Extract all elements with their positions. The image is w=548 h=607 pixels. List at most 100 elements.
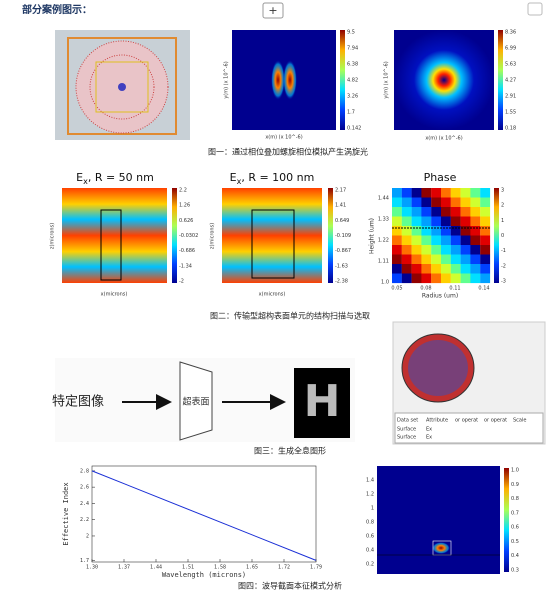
phase-cell <box>441 235 451 246</box>
colorbar <box>340 30 345 130</box>
phase-cell <box>441 254 451 265</box>
colorbar-label: -3 <box>501 279 506 285</box>
phase-cell <box>480 235 491 246</box>
colorbar-label: 0.18 <box>505 126 516 132</box>
metasurface-label: 超表面 <box>182 396 209 408</box>
table-cell: Surface <box>397 427 416 433</box>
x-tick-label: 0.11 <box>449 286 460 292</box>
phase-cell <box>431 273 442 284</box>
phase-cell <box>421 273 432 284</box>
x-tick-label: 1.51 <box>182 565 194 571</box>
colorbar-label: 0.6 <box>511 525 519 531</box>
mode-map <box>377 466 500 574</box>
outer-square <box>67 37 177 135</box>
phase-cell <box>441 226 451 236</box>
phase-cell <box>392 207 402 217</box>
table-cell: Surface <box>397 435 416 441</box>
x-tick-label: 1.30 <box>86 565 98 571</box>
phase-cell <box>460 188 471 198</box>
colorbar-label: 2.2 <box>179 188 187 194</box>
colorbar-label: 0.8 <box>511 496 519 502</box>
phase-cell <box>421 235 432 246</box>
phase-cell <box>421 188 432 198</box>
phase-cell <box>401 264 412 274</box>
colorbar-label: 0.4 <box>511 553 519 559</box>
table-header: or operat <box>455 418 478 424</box>
colorbar-label: 1.0 <box>511 468 519 474</box>
phase-cell <box>480 226 491 236</box>
colorbar-label: 0.626 <box>179 218 193 224</box>
phase-cell <box>480 207 491 217</box>
table-cell: Ex <box>426 435 432 441</box>
metasurface-panel <box>179 361 213 441</box>
phase-cell <box>470 197 481 208</box>
y-tick-label: 2.4 <box>80 501 89 507</box>
phase-cell <box>411 273 422 284</box>
phase-cell <box>421 197 432 208</box>
phase-cell <box>401 273 412 284</box>
colorbar-label: -2.38 <box>335 279 348 285</box>
y-axis-label: Effective Index <box>62 482 70 545</box>
phase-cell <box>470 235 481 246</box>
x-tick-label: 1.72 <box>278 565 290 571</box>
phase-cell <box>441 216 451 227</box>
phase-cell <box>411 188 422 198</box>
phase-cell <box>480 254 491 265</box>
phase-cell <box>441 273 451 284</box>
colorbar-label: 6.99 <box>505 46 516 52</box>
table-cell: Ex <box>426 427 432 433</box>
phase-cell <box>431 254 442 265</box>
x-tick-label: 0.14 <box>478 286 489 292</box>
phase-cell <box>441 245 451 255</box>
phase-cell <box>411 197 422 208</box>
caption: 图一：通过相位叠加螺旋相位模拟产生涡旋光 <box>208 147 368 157</box>
colorbar-label: 2 <box>501 203 504 209</box>
phase-cell <box>392 273 402 284</box>
colorbar-label: 5.63 <box>505 62 516 68</box>
colorbar-label: 0.5 <box>511 539 519 545</box>
colorbar-label: 3.26 <box>347 94 358 100</box>
colorbar-label: -1.34 <box>179 263 192 269</box>
phase-cell <box>411 216 422 227</box>
y-tick-label: 0.8 <box>366 520 374 526</box>
phase-cell <box>460 273 471 284</box>
add-button[interactable] <box>262 2 284 19</box>
colorbar-label: 4.27 <box>505 78 516 84</box>
y-tick-label: 2.2 <box>80 517 89 523</box>
caption: 图二：传输型超构表面单元的结构扫描与选取 <box>210 311 370 321</box>
colorbar-label: 1.55 <box>505 110 516 116</box>
y-tick-label: 2.8 <box>80 468 89 474</box>
x-label: x(m) (x 10^-6) <box>425 136 462 142</box>
x-label: x(m) (x 10^-6) <box>265 135 302 141</box>
colorbar-label: 8.36 <box>505 30 516 36</box>
expand-icon[interactable] <box>527 2 543 16</box>
phase-cell <box>411 245 422 255</box>
colorbar <box>504 468 509 572</box>
inner-square <box>95 61 149 113</box>
colorbar-label: 0.649 <box>335 218 349 224</box>
colorbar-label: -0.686 <box>179 248 195 254</box>
x-tick-label: 1.37 <box>118 565 130 571</box>
table-header: Scale <box>513 418 526 424</box>
phase-cell <box>421 207 432 217</box>
phase-cell <box>450 197 461 208</box>
lobe <box>283 60 297 100</box>
phase-cell <box>450 245 461 255</box>
y-label: Height (um) <box>369 218 376 254</box>
phase-cell <box>401 226 412 236</box>
phase-cell <box>470 245 481 255</box>
phase-cell <box>392 226 402 236</box>
phase-cell <box>401 216 412 227</box>
phase-cell <box>480 216 491 227</box>
phase-cell <box>450 235 461 246</box>
phase-cell <box>470 207 481 217</box>
phase-cell <box>392 264 402 274</box>
y-label: z(microns) <box>50 223 56 249</box>
phase-cell <box>460 264 471 274</box>
pillar <box>251 209 295 279</box>
phase-cell <box>470 273 481 284</box>
x-label: x(microns) <box>101 292 128 298</box>
y-label: y(m) (x 10^-6) <box>224 61 230 98</box>
colorbar-label: 1.41 <box>335 203 346 209</box>
